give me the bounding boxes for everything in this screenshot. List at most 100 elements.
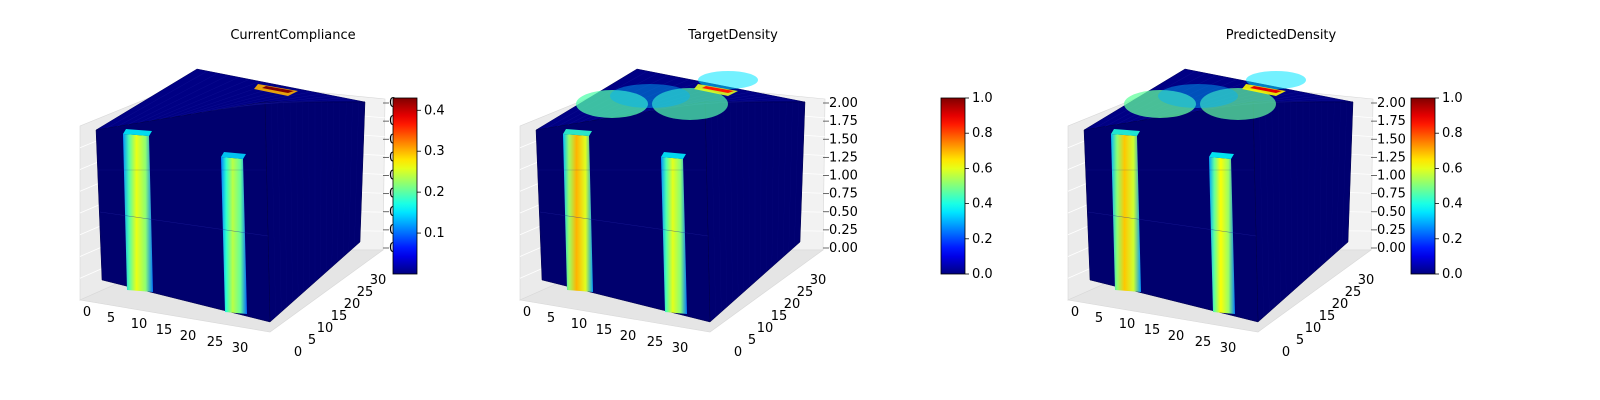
voxel-grid	[348, 101, 353, 253]
top-hotspot	[1250, 86, 1282, 93]
x-tick-label: 30	[232, 341, 249, 356]
voxel-grid	[117, 72, 219, 127]
z-tick-label: 1.25	[829, 150, 858, 165]
voxel-grid	[148, 79, 250, 122]
colorbar-tick-label: 0.4	[1442, 197, 1463, 212]
colorbar-tick-label: 0.0	[1442, 267, 1463, 282]
voxel-grid	[771, 101, 774, 268]
y-tick-label: 0	[734, 345, 742, 360]
density-column-1	[123, 134, 153, 292]
x-tick-label: 10	[131, 317, 148, 332]
voxel-grid	[233, 95, 334, 108]
colorbar-tick-label: 1.0	[972, 91, 993, 106]
x-tick-label: 15	[596, 323, 613, 338]
voxel-seam	[1087, 211, 1257, 237]
colorbar-tick-label: 0.6	[972, 161, 993, 176]
voxel-grid	[289, 101, 293, 303]
voxel-grid	[1308, 101, 1310, 278]
voxel-grid	[106, 70, 208, 129]
voxel-grid	[1336, 101, 1341, 253]
y-tick-label: 15	[331, 309, 348, 324]
density-column-1	[563, 134, 593, 292]
voxel-grid	[296, 101, 299, 298]
top-density-blob	[610, 84, 690, 108]
voxel-grid	[271, 101, 276, 318]
x-tick-label: 5	[1095, 311, 1103, 326]
voxel-grid	[794, 101, 799, 248]
x-tick-label: 15	[156, 323, 173, 338]
voxel-seam	[99, 211, 269, 237]
voxel-grid	[1296, 101, 1298, 288]
voxel-grid	[766, 101, 768, 273]
voxel-grid	[788, 101, 793, 253]
voxel-grid	[354, 101, 359, 248]
colorbar-tick-label: 0.1	[424, 226, 445, 241]
z-tick-label: 1.00	[829, 169, 858, 184]
colorbar-tick-label: 0.0	[972, 267, 993, 282]
x-tick-label: 0	[83, 305, 91, 320]
panel-1: 000000000051015202530051015202530Current…	[78, 28, 397, 360]
x-tick-label: 25	[1195, 335, 1212, 350]
y-tick-label: 25	[1345, 285, 1362, 300]
colorbar-tick-label: 0.4	[424, 103, 445, 118]
voxel-grid	[723, 101, 728, 308]
y-tick-label: 30	[810, 273, 827, 288]
voxel-grid	[1277, 101, 1281, 303]
top-hotspot	[702, 86, 734, 93]
y-tick-label: 0	[1282, 345, 1290, 360]
top-density-blob	[1124, 90, 1196, 118]
colorbar-tick-label: 0.6	[1442, 161, 1463, 176]
y-tick-label: 5	[308, 333, 316, 348]
x-tick-label: 20	[1168, 329, 1185, 344]
voxel-grid	[243, 97, 345, 106]
z-tick-label: 0.75	[1377, 187, 1406, 202]
voxel-grid	[159, 81, 261, 120]
voxel-grid	[729, 101, 733, 303]
colorbar	[940, 97, 966, 275]
panel-title: TargetDensity	[687, 28, 778, 43]
y-tick-label: 15	[771, 309, 788, 324]
top-density-blob	[698, 71, 758, 89]
z-tick-label: 1.75	[1377, 114, 1406, 129]
z-tick-label: 1.50	[1377, 132, 1406, 147]
x-tick-label: 15	[1144, 323, 1161, 338]
density-column-cap	[661, 152, 686, 159]
voxel-grid	[760, 101, 762, 278]
voxel-grid	[1265, 101, 1270, 313]
panel-title: CurrentCompliance	[230, 28, 355, 43]
z-tick-label: 2.00	[829, 96, 858, 111]
density-column-cap	[1111, 129, 1140, 136]
voxel-grid	[1319, 101, 1322, 268]
voxel-grid	[1290, 101, 1292, 293]
x-tick-label: 0	[1071, 305, 1079, 320]
x-tick-label: 30	[672, 341, 689, 356]
top-density-blob	[652, 88, 728, 120]
voxel-grid	[1259, 101, 1264, 318]
voxel-grid	[1271, 101, 1276, 308]
x-tick-label: 20	[620, 329, 637, 344]
x-tick-label: 0	[523, 305, 531, 320]
voxel-grid	[169, 83, 271, 118]
density-column-cap	[1209, 152, 1234, 159]
voxel-grid	[331, 101, 334, 268]
voxel-grid	[1330, 101, 1335, 258]
voxel-grid	[302, 101, 304, 293]
z-tick-label: 1.75	[829, 114, 858, 129]
voxel-grid	[342, 101, 347, 258]
colorbar-tick-label: 0.2	[424, 185, 445, 200]
y-tick-label: 25	[357, 285, 374, 300]
voxel-grid	[127, 75, 229, 125]
x-tick-label: 5	[547, 311, 555, 326]
x-tick-label: 5	[107, 311, 115, 326]
colorbar-tick-label: 0.2	[972, 232, 993, 247]
z-tick-label: 1.00	[1377, 169, 1406, 184]
colorbar-tick-label: 0.4	[972, 197, 993, 212]
voxel-grid	[277, 101, 282, 313]
z-tick-label: 0.25	[1377, 223, 1406, 238]
voxel-grid	[326, 101, 328, 273]
voxel-grid	[717, 101, 722, 313]
density-column-2	[661, 157, 687, 314]
y-tick-label: 20	[344, 297, 361, 312]
top-density-blob	[1158, 84, 1238, 108]
